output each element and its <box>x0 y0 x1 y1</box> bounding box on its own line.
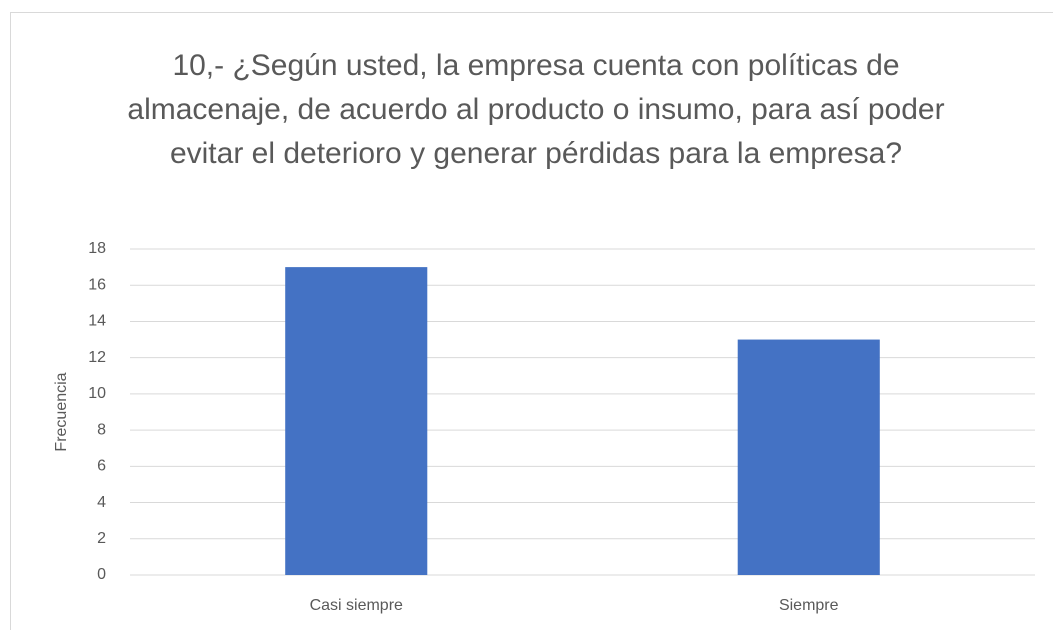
chart-border <box>10 12 1053 630</box>
x-tick-label: Casi siempre <box>310 597 403 614</box>
y-tick-label: 18 <box>88 240 106 257</box>
y-tick-label: 10 <box>88 385 106 402</box>
y-tick-label: 14 <box>88 313 106 330</box>
x-tick-label: Siempre <box>779 597 839 614</box>
bar <box>285 267 428 575</box>
y-tick-label: 4 <box>97 494 106 511</box>
chart-title: 10,- ¿Según usted, la empresa cuenta con… <box>127 49 945 170</box>
y-tick-label: 6 <box>97 458 106 475</box>
y-tick-label: 2 <box>97 530 106 547</box>
y-tick-label: 0 <box>97 566 106 583</box>
y-tick-label: 8 <box>97 421 106 438</box>
y-tick-label: 16 <box>88 276 106 293</box>
y-tick-label: 12 <box>88 349 106 366</box>
y-axis-label: Frecuencia <box>53 372 70 451</box>
bar <box>737 339 880 575</box>
